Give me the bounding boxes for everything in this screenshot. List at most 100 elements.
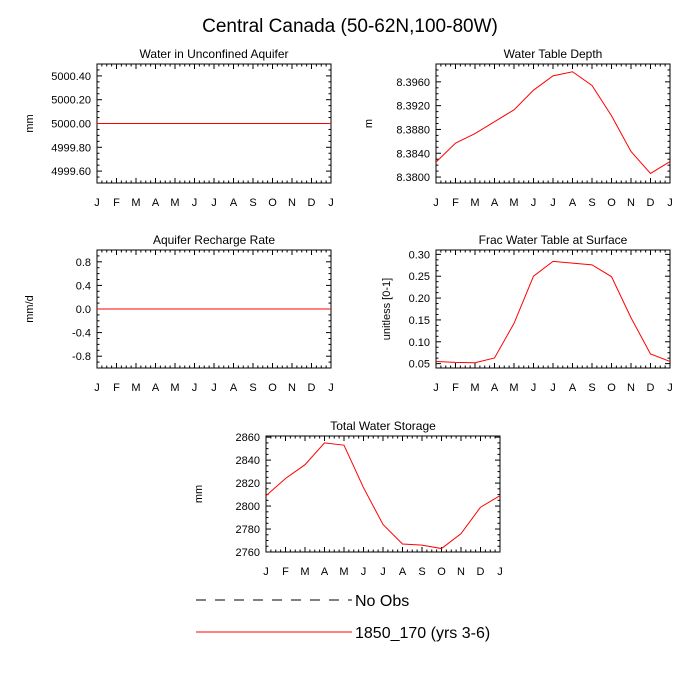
panel-title: Total Water Storage <box>330 419 436 433</box>
y-tick-label: 4999.60 <box>51 166 91 178</box>
x-tick-label: A <box>152 197 160 209</box>
y-tick-label: 8.3840 <box>396 148 430 160</box>
x-tick-label: J <box>211 197 217 209</box>
x-tick-label: J <box>531 382 537 394</box>
x-tick-label: N <box>288 382 296 394</box>
x-tick-label: S <box>249 197 256 209</box>
x-tick-label: J <box>361 566 367 578</box>
y-axis-label: mm <box>193 485 205 503</box>
x-tick-label: M <box>170 197 179 209</box>
x-tick-label: M <box>509 382 518 394</box>
x-tick-label: J <box>667 197 673 209</box>
x-tick-label: A <box>569 382 577 394</box>
x-tick-label: O <box>607 197 616 209</box>
x-tick-label: D <box>477 566 485 578</box>
y-tick-label: 8.3800 <box>396 172 430 184</box>
y-tick-label: 0.25 <box>409 271 430 283</box>
y-tick-label: 0.8 <box>76 257 91 269</box>
x-tick-label: J <box>263 566 269 578</box>
y-tick-label: 8.3880 <box>396 124 430 136</box>
figure-title: Central Canada (50-62N,100-80W) <box>202 16 498 37</box>
x-tick-label: S <box>418 566 425 578</box>
y-tick-label: 8.3960 <box>396 77 430 89</box>
x-tick-label: O <box>437 566 446 578</box>
y-tick-label: 5000.20 <box>51 95 91 107</box>
y-tick-label: 8.3920 <box>396 101 430 113</box>
x-tick-label: M <box>470 197 479 209</box>
plot-frame <box>435 63 671 184</box>
x-tick-label: N <box>627 382 635 394</box>
x-tick-label: A <box>321 566 329 578</box>
x-tick-label: J <box>380 566 386 578</box>
y-tick-label: 2840 <box>236 455 260 467</box>
x-tick-label: J <box>531 197 537 209</box>
x-tick-label: M <box>300 566 309 578</box>
y-tick-label: 2780 <box>236 524 260 536</box>
panel-title: Water Table Depth <box>504 47 603 61</box>
x-tick-label: J <box>433 197 439 209</box>
x-tick-label: F <box>282 566 289 578</box>
y-axis-label: mm/d <box>24 295 36 323</box>
y-tick-label: 2860 <box>236 432 260 444</box>
x-tick-label: A <box>230 197 238 209</box>
plot-frame <box>265 435 501 553</box>
x-tick-label: J <box>192 197 198 209</box>
y-tick-label: 2760 <box>236 547 260 559</box>
x-tick-label: J <box>550 197 556 209</box>
x-tick-label: M <box>339 566 348 578</box>
x-tick-label: N <box>627 197 635 209</box>
y-axis-label: unitless [0-1] <box>381 278 393 340</box>
x-tick-label: D <box>308 197 316 209</box>
x-tick-label: A <box>491 382 499 394</box>
x-tick-label: O <box>607 382 616 394</box>
x-tick-label: J <box>667 382 673 394</box>
legend-obs-label: No Obs <box>355 593 409 610</box>
y-tick-label: 0.20 <box>409 293 430 305</box>
y-tick-label: 0.05 <box>409 359 430 371</box>
x-tick-label: J <box>94 197 100 209</box>
y-tick-label: 0.30 <box>409 249 430 261</box>
x-tick-label: O <box>268 382 277 394</box>
plot-frame <box>435 249 671 369</box>
x-tick-label: O <box>268 197 277 209</box>
panel-title: Frac Water Table at Surface <box>479 233 628 247</box>
x-tick-label: A <box>399 566 407 578</box>
y-tick-label: 0.4 <box>76 280 91 292</box>
x-tick-label: D <box>647 382 655 394</box>
x-tick-label: F <box>452 382 459 394</box>
legend: No Obs 1850_170 (yrs 3-6) <box>196 593 490 642</box>
x-tick-label: A <box>152 382 160 394</box>
x-tick-label: M <box>509 197 518 209</box>
x-tick-label: J <box>211 382 217 394</box>
x-tick-label: N <box>288 197 296 209</box>
x-tick-label: M <box>131 197 140 209</box>
y-tick-label: 2800 <box>236 501 260 513</box>
y-tick-label: 5000.00 <box>51 119 91 131</box>
x-tick-label: M <box>131 382 140 394</box>
x-tick-label: S <box>249 382 256 394</box>
y-tick-label: 0.0 <box>76 304 91 316</box>
x-tick-label: J <box>433 382 439 394</box>
x-tick-label: J <box>192 382 198 394</box>
y-tick-label: -0.8 <box>72 351 91 363</box>
x-tick-label: J <box>94 382 100 394</box>
x-tick-label: J <box>328 382 334 394</box>
x-tick-label: J <box>550 382 556 394</box>
x-tick-label: A <box>230 382 238 394</box>
series-line <box>435 260 671 364</box>
panel-title: Water in Unconfined Aquifer <box>140 47 289 61</box>
y-tick-label: 5000.40 <box>51 71 91 83</box>
x-tick-label: A <box>491 197 499 209</box>
x-tick-label: J <box>328 197 334 209</box>
x-tick-label: F <box>113 382 120 394</box>
x-tick-label: D <box>308 382 316 394</box>
x-tick-label: D <box>647 197 655 209</box>
x-tick-label: M <box>470 382 479 394</box>
x-tick-label: S <box>588 197 595 209</box>
x-tick-label: N <box>457 566 465 578</box>
